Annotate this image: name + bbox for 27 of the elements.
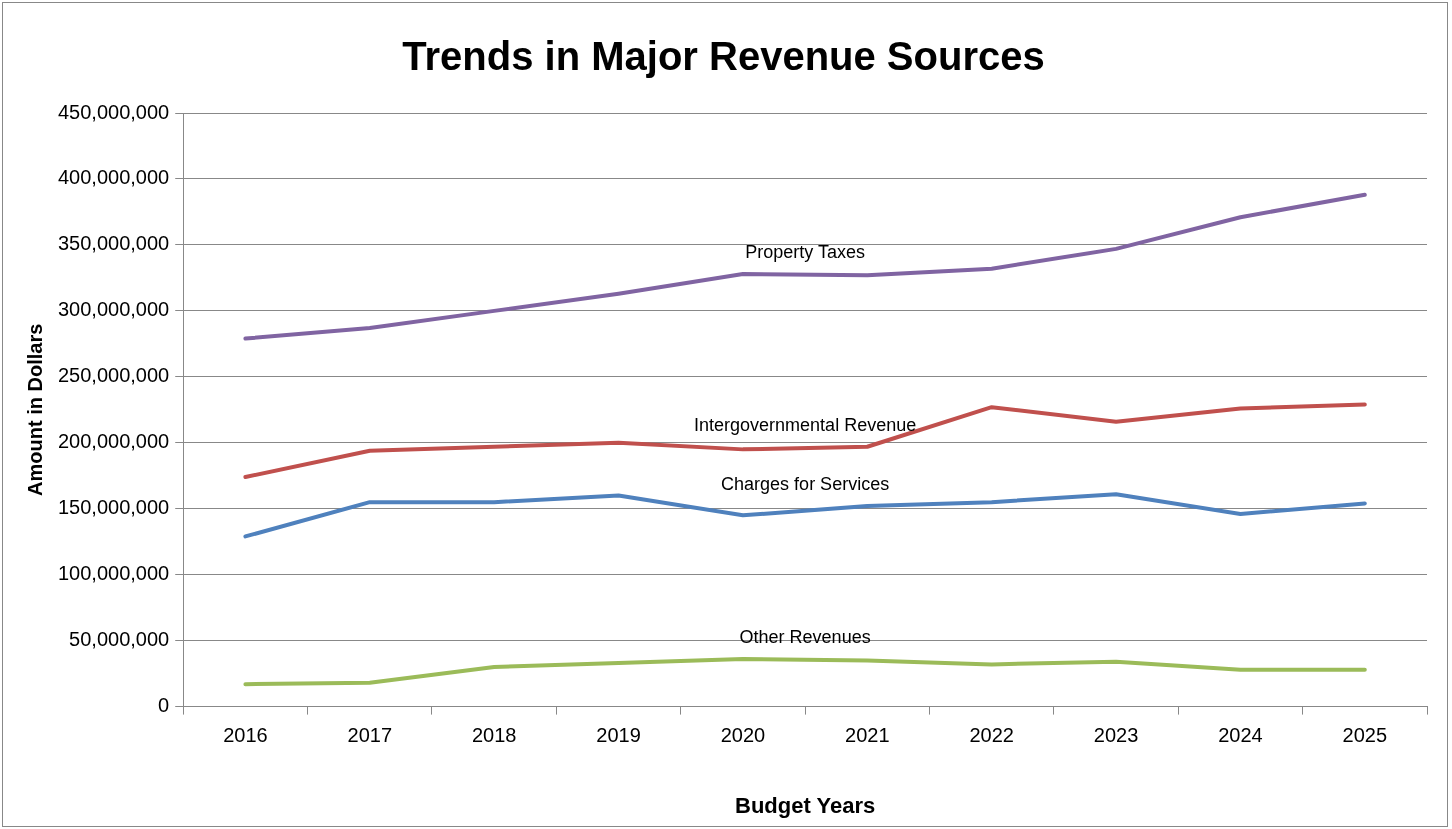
y-tick-label: 300,000,000 [57,298,170,321]
y-tick-label: 200,000,000 [57,430,170,453]
x-tick-label: 2021 [845,724,890,747]
series-label: Charges for Services [721,474,890,495]
y-tick-label: 150,000,000 [57,496,170,519]
x-tick-label: 2023 [1093,724,1139,747]
y-axis-title: Amount in Dollars [23,323,46,496]
y-tick-label: 50,000,000 [69,628,170,651]
x-tick-label: 2016 [223,724,268,747]
y-tick-label: 250,000,000 [57,364,170,387]
x-tick-label: 2018 [471,724,517,747]
x-tick-label: 2017 [347,724,393,747]
series-label: Property Taxes [745,241,865,262]
x-tick-label: 2025 [1342,724,1388,747]
y-tick-label: 100,000,000 [57,562,170,585]
x-tick-label: 2020 [720,724,766,747]
y-tick-label: 450,000,000 [57,100,170,123]
x-tick-label: 2024 [1218,724,1263,747]
x-axis-title: Budget Years [735,792,876,818]
chart-title: Trends in Major Revenue Sources [402,34,1045,79]
series-label: Other Revenues [739,627,871,648]
y-tick-label: 0 [158,694,170,717]
x-tick-label: 2019 [596,724,641,747]
y-tick-label: 350,000,000 [57,232,170,255]
x-tick-label: 2022 [969,724,1014,747]
y-tick-label: 400,000,000 [57,166,170,189]
series-label: Intergovernmental Revenue [694,414,917,435]
